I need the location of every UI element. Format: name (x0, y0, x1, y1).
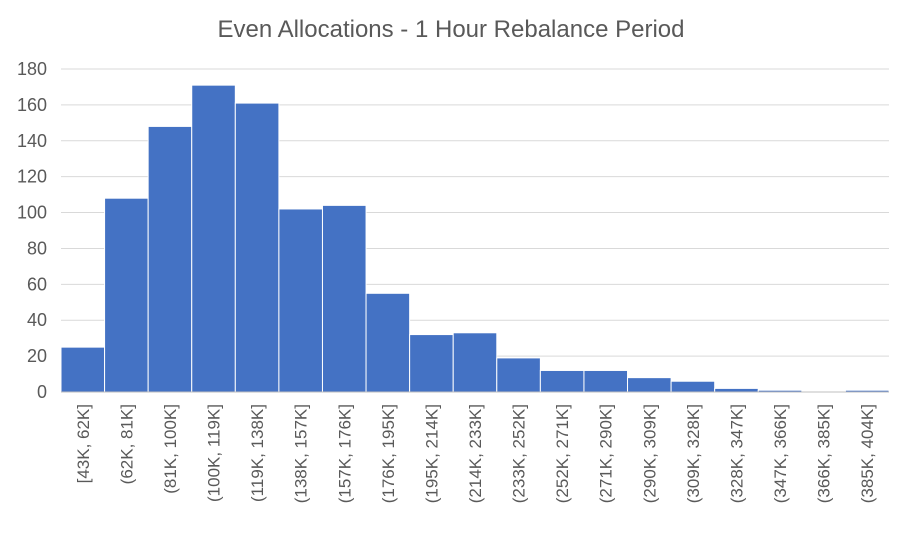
chart-title: Even Allocations - 1 Hour Rebalance Peri… (218, 16, 685, 43)
x-tick-label: (157K, 176K] (335, 404, 354, 503)
bar (365, 292, 411, 393)
x-tick-label: (366K, 385K] (815, 404, 834, 503)
x-axis: [43K, 62K] (62K, 81K] (81K, 100K] (100K, 11… (61, 391, 889, 503)
bar (496, 357, 541, 393)
x-tick-label: (138K, 157K] (292, 404, 311, 503)
y-tick-label: 60 (27, 274, 47, 294)
bar (278, 208, 323, 393)
y-tick-label: 160 (17, 95, 47, 115)
x-tick-label: (271K, 290K] (597, 404, 616, 503)
x-tick-label: [43K, 62K] (74, 404, 93, 483)
bars (60, 84, 890, 393)
x-tick-label: (328K, 347K] (727, 404, 746, 503)
x-tick-label: (119K, 138K] (248, 404, 267, 502)
bar (321, 204, 367, 393)
x-tick-label: (195K, 214K] (422, 404, 441, 503)
bar (234, 102, 280, 393)
bar (104, 197, 149, 393)
x-tick-label: (214K, 233K] (466, 404, 485, 503)
x-tick-label: (62K, 81K] (117, 404, 136, 484)
y-tick-label: 0 (37, 382, 47, 402)
x-tick-label: (309K, 328K] (684, 404, 703, 503)
y-tick-label: 20 (27, 346, 47, 366)
x-tick-label: (252K, 271K] (553, 404, 572, 503)
y-tick-label: 80 (27, 238, 47, 258)
x-tick-label: (385K, 404K] (858, 404, 877, 503)
x-tick-label: (233K, 252K] (510, 404, 529, 503)
x-tick-label: (176K, 195K] (379, 404, 398, 503)
y-tick-label: 180 (17, 59, 47, 79)
x-tick-label: (81K, 100K] (161, 404, 180, 494)
bar (147, 125, 193, 393)
bar (191, 84, 236, 393)
bar (583, 369, 629, 393)
bar (409, 334, 454, 393)
bar (627, 377, 672, 393)
y-tick-label: 120 (17, 167, 47, 187)
y-axis: 0 20 40 60 80 100 120 140 160 180 (17, 59, 47, 402)
y-tick-label: 100 (17, 203, 47, 223)
y-tick-label: 40 (27, 310, 47, 330)
bar (452, 332, 498, 393)
y-tick-label: 140 (17, 131, 47, 151)
bar (670, 380, 716, 393)
x-tick-label: (100K, 119K] (205, 404, 224, 502)
x-tick-label: (290K, 309K] (640, 404, 659, 503)
bar (60, 346, 106, 393)
bar (714, 387, 759, 393)
x-tick-label: (347K, 366K] (771, 404, 790, 503)
bar (539, 369, 585, 393)
